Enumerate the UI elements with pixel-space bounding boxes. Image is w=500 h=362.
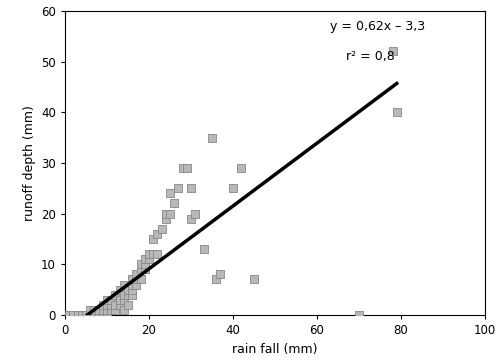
Point — [116, 297, 124, 303]
Point — [90, 312, 98, 318]
Point — [229, 185, 237, 191]
Point — [174, 185, 182, 191]
Point — [120, 297, 128, 303]
Point — [187, 185, 195, 191]
Point — [99, 312, 107, 318]
Point — [90, 312, 98, 318]
Point — [132, 282, 140, 287]
X-axis label: rain fall (mm): rain fall (mm) — [232, 342, 318, 355]
Point — [250, 277, 258, 282]
Point — [94, 312, 102, 318]
Point — [90, 307, 98, 313]
Point — [170, 201, 178, 206]
Point — [70, 312, 78, 318]
Point — [128, 282, 136, 287]
Point — [103, 312, 111, 318]
Point — [183, 165, 191, 171]
Point — [124, 292, 132, 298]
Point — [212, 277, 220, 282]
Point — [103, 302, 111, 308]
Point — [78, 312, 86, 318]
Point — [145, 256, 153, 262]
Point — [78, 312, 86, 318]
Point — [82, 312, 90, 318]
Point — [103, 297, 111, 303]
Point — [166, 190, 174, 196]
Point — [158, 226, 166, 232]
Point — [238, 165, 246, 171]
Point — [393, 109, 401, 115]
Point — [166, 211, 174, 216]
Point — [86, 307, 94, 313]
Point — [94, 312, 102, 318]
Point — [154, 251, 162, 257]
Point — [82, 312, 90, 318]
Point — [116, 287, 124, 292]
Point — [154, 231, 162, 237]
Point — [141, 261, 149, 267]
Point — [120, 292, 128, 298]
Point — [200, 246, 207, 252]
Point — [65, 312, 73, 318]
Point — [107, 307, 115, 313]
Point — [86, 312, 94, 318]
Point — [94, 312, 102, 318]
Point — [187, 216, 195, 222]
Point — [99, 302, 107, 308]
Point — [112, 292, 120, 298]
Point — [82, 312, 90, 318]
Point — [128, 292, 136, 298]
Point — [120, 282, 128, 287]
Y-axis label: runoff depth (mm): runoff depth (mm) — [22, 105, 36, 221]
Point — [141, 256, 149, 262]
Point — [136, 277, 144, 282]
Point — [124, 302, 132, 308]
Point — [112, 307, 120, 313]
Point — [136, 261, 144, 267]
Point — [120, 307, 128, 313]
Point — [149, 236, 157, 242]
Point — [128, 287, 136, 292]
Point — [99, 307, 107, 313]
Point — [145, 251, 153, 257]
Point — [136, 266, 144, 272]
Point — [74, 312, 82, 318]
Point — [355, 312, 363, 318]
Point — [191, 211, 199, 216]
Point — [208, 135, 216, 140]
Text: y = 0,62x – 3,3: y = 0,62x – 3,3 — [330, 20, 424, 33]
Point — [107, 297, 115, 303]
Point — [216, 272, 224, 277]
Point — [132, 272, 140, 277]
Point — [112, 302, 120, 308]
Point — [86, 312, 94, 318]
Point — [70, 312, 78, 318]
Point — [116, 302, 124, 308]
Point — [149, 251, 157, 257]
Point — [162, 211, 170, 216]
Point — [74, 312, 82, 318]
Point — [103, 307, 111, 313]
Point — [162, 216, 170, 222]
Point — [107, 302, 115, 308]
Point — [141, 266, 149, 272]
Text: r² = 0,8: r² = 0,8 — [346, 50, 395, 63]
Point — [388, 49, 396, 54]
Point — [128, 277, 136, 282]
Point — [124, 287, 132, 292]
Point — [132, 277, 140, 282]
Point — [94, 307, 102, 313]
Point — [178, 165, 186, 171]
